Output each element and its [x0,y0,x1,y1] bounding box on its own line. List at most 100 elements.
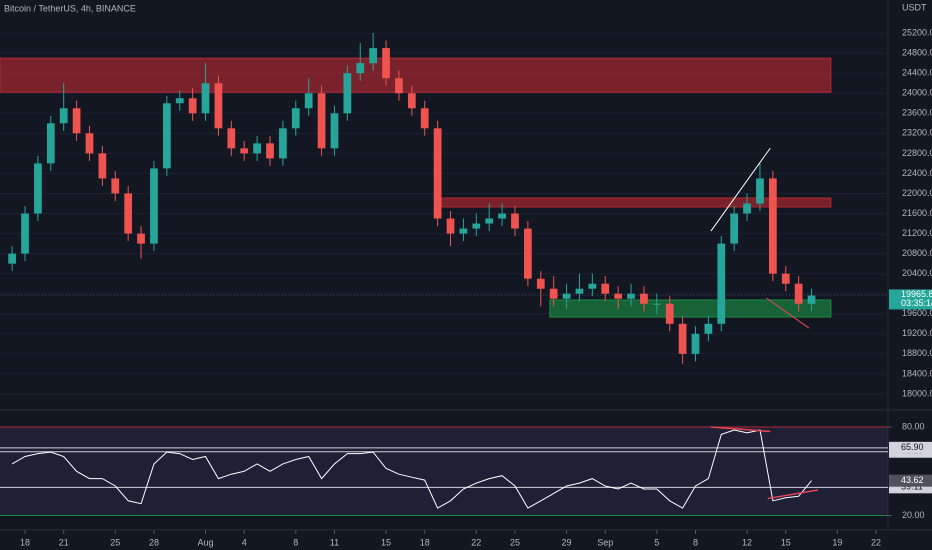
candle-body [214,83,223,129]
candle-body [46,123,55,164]
rsi-band [0,427,888,516]
candle-body [768,178,777,274]
x-tick-label: 25 [110,537,120,547]
x-tick-label: 19 [832,537,842,547]
candle-body [717,243,726,324]
y-tick-label: 23600.00 [902,108,932,118]
x-tick-label: 4 [242,537,247,547]
trend-line [767,489,819,500]
candle-body [536,278,545,289]
level-box [889,441,932,454]
candle-body [98,153,107,179]
candle-body [459,228,468,234]
x-tick-label: 15 [381,537,391,547]
candle-body [498,213,506,219]
candle-body [34,163,42,214]
y-tick-label: 18800.00 [902,348,932,358]
candle-body [511,213,519,229]
y-tick-label: 21200.00 [902,228,932,238]
trend-line [710,426,771,433]
x-tick-label: 25 [510,537,520,547]
y-tick-label: 22800.00 [902,148,932,158]
candle-body [575,288,584,294]
candle-body [549,288,558,299]
trend-line [710,147,771,232]
value-box [889,474,932,487]
candle-body [240,148,249,154]
candle-body [266,143,274,159]
candle-body [756,178,764,204]
y-tick-label: 18400.00 [902,368,932,378]
x-tick-label: Aug [198,537,214,547]
y-axis-label: USDT [902,2,927,12]
x-tick-label: 22 [471,537,481,547]
candle-body [317,93,326,149]
zone [0,57,832,93]
countdown: 03:35:14 [901,298,932,308]
y-tick-label: 25200.00 [902,27,932,37]
candle-body [111,178,120,194]
candle-body [175,98,184,104]
y-tick-label: 22400.00 [902,168,932,178]
candle-body [150,168,158,244]
candle-body [253,143,261,154]
candle-body [137,233,145,244]
candle-body [704,323,713,334]
candle-body [343,73,352,114]
candle-body [304,93,313,109]
candle-body [743,203,751,214]
y-tick-label: 24000.00 [902,88,932,98]
candle-body [395,78,403,94]
candle-body [330,113,339,149]
candle-body [291,108,300,129]
trend-line [766,297,810,329]
x-tick-label: 18 [20,537,30,547]
y-tick-label: 21600.00 [902,208,932,218]
y-tick-label: 22000.00 [902,188,932,198]
candle-body [781,273,790,284]
candle-body [59,108,68,124]
candle-body [279,128,287,159]
candle-body [8,253,16,264]
candle-body [614,293,622,299]
y-tick-label: 18000.00 [902,388,932,398]
candle-body [730,213,739,244]
y-tick-label: 24800.00 [902,48,932,58]
candle-body [627,293,635,299]
candle-body [562,293,571,299]
candle-body [524,228,532,279]
x-tick-label: 5 [654,537,659,547]
x-tick-label: 18 [420,537,430,547]
candle-body [433,128,442,219]
candle-body [807,295,816,304]
price-box [889,289,932,310]
candle-body [588,283,597,289]
candle-body [485,218,494,224]
candle-body [21,213,29,254]
candle-body [227,128,236,149]
x-tick-label: 22 [871,537,881,547]
x-tick-label: 28 [149,537,159,547]
level-label: 39.11 [901,482,923,492]
candle-body [678,323,687,354]
candle-body [188,98,197,114]
zone [549,299,832,318]
candle-body [640,293,648,304]
candle-body [472,223,481,229]
y-tick-label: 80.00 [902,421,925,431]
candle-body [652,303,661,305]
x-tick-label: 11 [330,537,339,547]
candle-body [369,48,378,64]
value-label: 43.62 [901,475,924,485]
candle-body [72,108,81,134]
y-tick-label: 20.00 [902,510,925,520]
x-tick-label: 8 [293,537,298,547]
y-tick-label: 20800.00 [902,248,932,258]
y-tick-label: 24400.00 [902,68,932,78]
candle-body [382,48,390,79]
y-tick-label: 19600.00 [902,308,932,318]
candle-body [124,193,133,234]
candle-body [420,108,429,129]
candle-body [356,63,365,74]
